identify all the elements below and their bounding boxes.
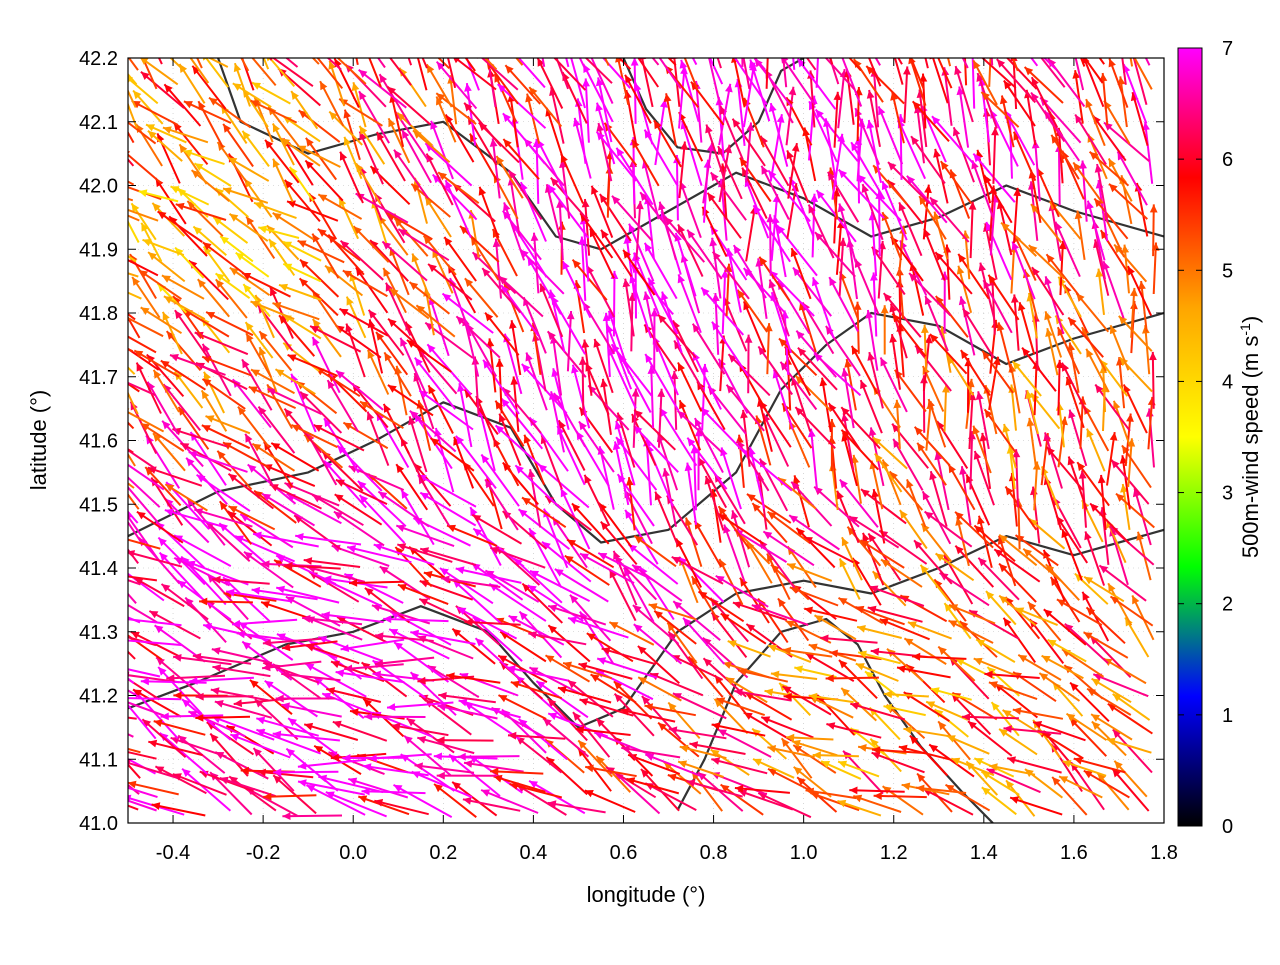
wind-vector <box>815 11 832 65</box>
x-tick-label: -0.2 <box>246 842 280 864</box>
wind-vector <box>85 329 133 351</box>
y-tick-label: 42.1 <box>79 112 118 134</box>
colorbar-title: 500m-wind speed (m s-1) <box>1237 316 1263 558</box>
colorbar-tick-label: 6 <box>1222 149 1233 171</box>
x-axis-title: longitude (°) <box>587 882 706 907</box>
colorbar-tick-label: 0 <box>1222 816 1233 838</box>
x-tick-label: 1.6 <box>1060 842 1088 864</box>
x-tick-label: 1.2 <box>880 842 908 864</box>
wind-vector <box>667 9 697 65</box>
wind-vector <box>985 6 993 65</box>
wind-vector <box>345 13 358 65</box>
y-tick-label: 41.9 <box>79 239 118 261</box>
x-tick-label: 0.6 <box>610 842 638 864</box>
y-tick-label: 41.5 <box>79 494 118 516</box>
y-tick-label: 41.6 <box>79 431 118 453</box>
colorbar-tick-label: 2 <box>1222 594 1233 616</box>
colorbar-gradient <box>1178 48 1202 826</box>
y-tick-label: 41.1 <box>79 749 118 771</box>
colorbar-tick-label: 5 <box>1222 260 1233 282</box>
y-tick-label: 41.3 <box>79 622 118 644</box>
colorbar-tick-label: 1 <box>1222 705 1233 727</box>
x-tick-label: 1.8 <box>1150 842 1178 864</box>
wind-vector <box>551 3 568 67</box>
wind-vector <box>79 711 134 737</box>
y-tick-label: 42.0 <box>79 176 118 198</box>
wind-vector <box>392 11 411 65</box>
wind-vector <box>1123 11 1149 66</box>
colorbar-tick-label: 4 <box>1222 371 1233 393</box>
x-tick-label: 1.0 <box>790 842 818 864</box>
x-tick-label: 0.2 <box>429 842 457 864</box>
wind-vector <box>874 16 902 64</box>
y-tick-label: 41.2 <box>79 686 118 708</box>
y-axis-title: latitude (°) <box>26 390 51 491</box>
y-tick-label: 41.4 <box>79 558 118 580</box>
x-tick-label: 1.4 <box>970 842 998 864</box>
x-tick-label: -0.4 <box>156 842 190 864</box>
wind-vector <box>138 13 162 64</box>
x-tick-label: 0.4 <box>519 842 547 864</box>
wind-vector <box>84 644 134 683</box>
x-tick-label: 0.8 <box>700 842 728 864</box>
colorbar: 0 1 2 3 4 5 6 7 500m-wind speed (m s-1) <box>1178 38 1263 838</box>
y-tick-label: 41.8 <box>79 303 118 325</box>
y-tick-label: 41.0 <box>79 813 118 835</box>
y-tick-label: 42.2 <box>79 48 118 70</box>
x-tick-label: 0.0 <box>339 842 367 864</box>
colorbar-tick-label: 7 <box>1222 38 1233 60</box>
y-tick-label: 41.7 <box>79 367 118 389</box>
colorbar-tick-label: 3 <box>1222 483 1233 505</box>
